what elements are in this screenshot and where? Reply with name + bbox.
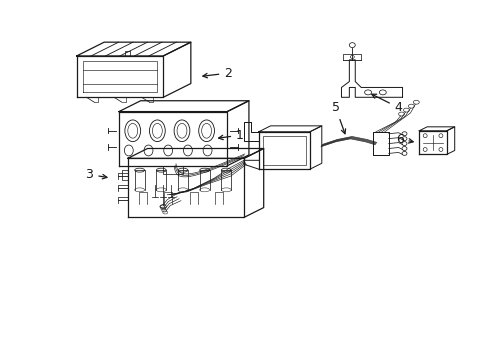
Text: 4: 4 [371, 94, 402, 114]
Text: 6: 6 [395, 132, 412, 145]
Text: 2: 2 [203, 67, 232, 80]
Text: 1: 1 [218, 129, 244, 141]
Text: 3: 3 [85, 168, 107, 181]
Text: 5: 5 [331, 101, 345, 134]
